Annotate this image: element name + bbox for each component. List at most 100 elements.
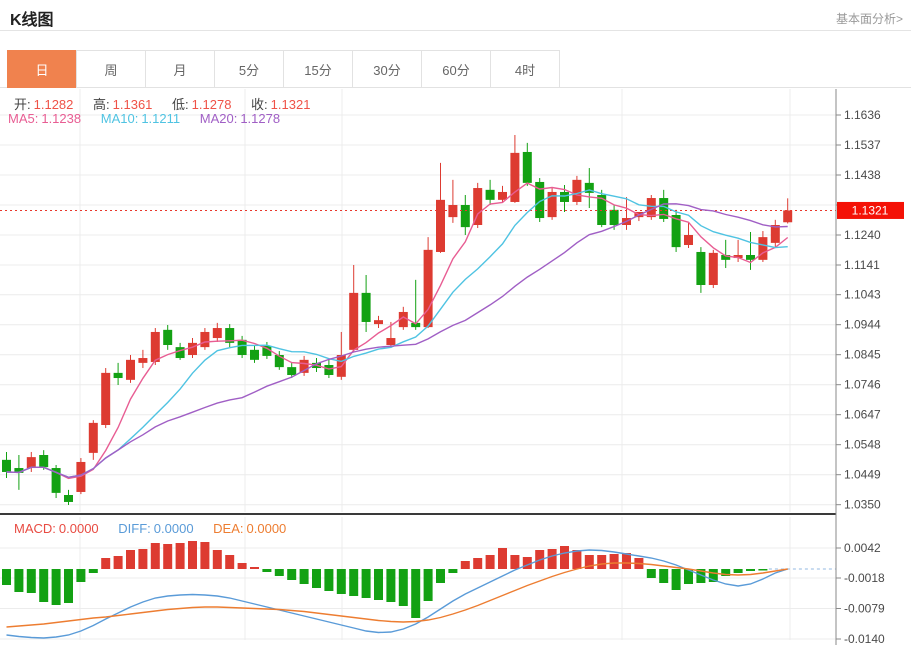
macd-bar	[287, 569, 297, 580]
high-label: 高:	[93, 97, 110, 112]
macd-bar	[150, 543, 160, 569]
tab-30min[interactable]: 30分	[352, 50, 422, 88]
macd-bar	[188, 541, 197, 569]
macd-bar	[708, 569, 718, 582]
macd-bar	[361, 569, 371, 598]
macd-bar	[126, 550, 135, 569]
candle	[126, 359, 135, 380]
axis-label: 1.0350	[844, 498, 881, 512]
tab-5min[interactable]: 5分	[214, 50, 284, 88]
axis-label: 1.0845	[844, 348, 881, 362]
tab-60min[interactable]: 60分	[421, 50, 491, 88]
candle	[436, 199, 445, 252]
candle	[2, 459, 11, 472]
macd-bar	[684, 569, 693, 584]
ma10-line	[6, 189, 788, 479]
candle	[150, 331, 160, 362]
macd-bar	[423, 569, 433, 601]
ma20-label: MA20:	[199, 111, 238, 126]
page-title: K线图	[10, 12, 54, 29]
macd-bar	[163, 544, 173, 569]
axis-label: 1.1438	[844, 168, 881, 182]
tab-15min[interactable]: 15分	[283, 50, 353, 88]
macd-bar	[113, 556, 123, 569]
macd-bar	[584, 555, 594, 569]
tab-week[interactable]: 周	[76, 50, 146, 88]
diff-value: 0.0000	[153, 521, 194, 536]
open-item: 开: 1.1282	[14, 97, 73, 112]
macd-bar	[76, 569, 86, 582]
macd-bar	[336, 569, 346, 594]
macd-bar	[411, 569, 421, 618]
candle	[51, 468, 61, 493]
candle	[138, 358, 148, 363]
candle	[522, 151, 532, 183]
macd-value: 0.0000	[58, 521, 99, 536]
candle	[101, 372, 111, 425]
ma10-label: MA10:	[100, 111, 139, 126]
axis-label: -0.0018	[844, 571, 885, 585]
ma20-item: MA20: 1.1278	[200, 111, 280, 126]
macd-bar	[522, 557, 532, 569]
ma10-value: 1.1211	[141, 111, 181, 126]
candle	[783, 210, 793, 223]
candle	[498, 191, 507, 200]
candle	[646, 198, 656, 218]
price-badge-value: 1.1321	[852, 203, 889, 217]
high-value: 1.1361	[112, 97, 153, 112]
candle	[411, 322, 421, 328]
macd-bar	[138, 549, 148, 569]
macd-legend: MACD: 0.0000 DIFF: 0.0000 DEA: 0.0000	[14, 521, 302, 536]
macd-bar	[39, 569, 49, 602]
candle	[473, 188, 483, 225]
candle	[721, 255, 731, 260]
macd-bar	[262, 569, 272, 572]
timeframe-tabs: 日 周 月 5分 15分 30分 60分 4时	[7, 50, 560, 88]
tab-day[interactable]: 日	[7, 50, 77, 88]
candle	[671, 215, 681, 248]
dea-value: 0.0000	[246, 521, 287, 536]
ma5-label: MA5:	[8, 111, 39, 126]
candle	[274, 355, 284, 368]
diff-label: DIFF:	[118, 521, 151, 536]
axis-label: 1.0746	[844, 378, 881, 392]
macd-bar	[473, 558, 483, 569]
ma20-value: 1.1278	[240, 111, 281, 126]
macd-bar	[274, 569, 284, 576]
macd-bar	[200, 542, 210, 569]
macd-bar	[312, 569, 321, 588]
candle	[547, 191, 557, 218]
macd-bar	[225, 555, 235, 569]
fundamental-analysis-link[interactable]: 基本面分析>	[835, 12, 903, 26]
macd-bar	[460, 561, 470, 569]
axis-label: 1.0449	[844, 468, 881, 482]
macd-bar	[237, 563, 247, 569]
macd-bar	[746, 569, 755, 571]
macd-bar	[324, 569, 334, 591]
candle	[696, 251, 706, 285]
macd-bar	[386, 569, 396, 602]
macd-item: MACD: 0.0000	[14, 521, 99, 536]
candle	[386, 338, 396, 345]
candle	[64, 495, 73, 502]
close-label: 收:	[251, 97, 268, 112]
macd-bar	[374, 569, 383, 600]
macd-lines	[6, 549, 788, 639]
candle	[237, 339, 247, 355]
candle	[560, 191, 569, 202]
tab-month[interactable]: 月	[145, 50, 215, 88]
macd-bar	[448, 569, 458, 573]
ohlc-legend: 开: 1.1282 高: 1.1361 低: 1.1278 收: 1.1321	[14, 94, 326, 113]
macd-bar	[212, 550, 222, 569]
candle	[76, 461, 86, 492]
tab-4hour[interactable]: 4时	[490, 50, 560, 88]
macd-label: MACD:	[14, 521, 56, 536]
axis-label: 1.1240	[844, 228, 881, 242]
price-badge: 1.1321	[837, 201, 904, 219]
macd-bar	[510, 555, 520, 569]
candle	[250, 349, 259, 360]
axis-label: -0.0140	[844, 632, 885, 646]
diff-line	[6, 549, 788, 639]
